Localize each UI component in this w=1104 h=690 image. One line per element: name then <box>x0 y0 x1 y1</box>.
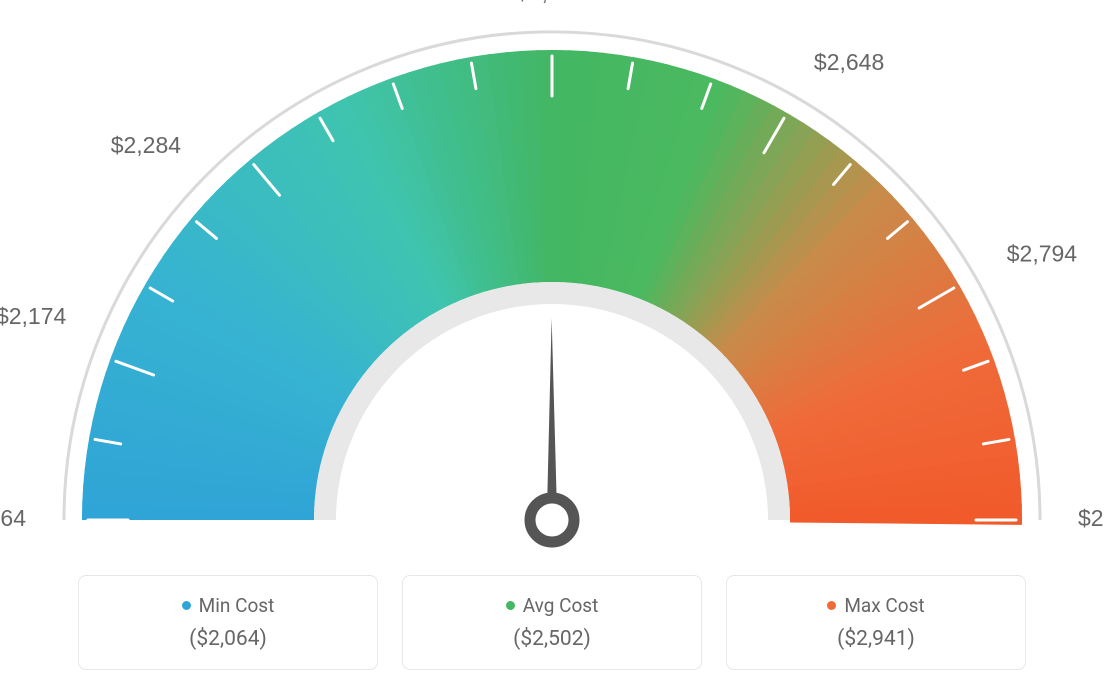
legend-min-title: Min Cost <box>99 594 357 617</box>
bullet-min <box>182 601 191 610</box>
legend-avg-label: Avg Cost <box>523 594 599 617</box>
bullet-max <box>827 601 836 610</box>
svg-text:$2,648: $2,648 <box>814 49 884 75</box>
svg-text:$2,794: $2,794 <box>1007 241 1078 267</box>
legend-min-value: ($2,064) <box>99 627 357 651</box>
legend-avg-title: Avg Cost <box>423 594 681 617</box>
gauge-chart: $2,064 $2,174 $2,284 $2,502 $2,648 $2,794 $2,9… <box>0 0 1104 570</box>
bullet-avg <box>506 601 515 610</box>
svg-text:$2,284: $2,284 <box>111 132 182 158</box>
legend-avg-card: Avg Cost ($2,502) <box>402 575 702 670</box>
legend-min-card: Min Cost ($2,064) <box>78 575 378 670</box>
legend-avg-value: ($2,502) <box>423 627 681 651</box>
legend-row: Min Cost ($2,064) Avg Cost ($2,502) Max … <box>78 575 1026 670</box>
gauge-svg: $2,064 $2,174 $2,284 $2,502 $2,648 $2,794 $2,9… <box>0 0 1104 570</box>
svg-text:$2,502: $2,502 <box>516 0 586 5</box>
svg-text:$2,174: $2,174 <box>0 303 67 329</box>
legend-min-label: Min Cost <box>199 594 275 617</box>
legend-max-value: ($2,941) <box>747 627 1005 651</box>
legend-max-card: Max Cost ($2,941) <box>726 575 1026 670</box>
legend-max-title: Max Cost <box>747 594 1005 617</box>
svg-text:$2,941: $2,941 <box>1078 505 1104 531</box>
legend-max-label: Max Cost <box>844 594 924 617</box>
svg-text:$2,064: $2,064 <box>0 505 26 531</box>
